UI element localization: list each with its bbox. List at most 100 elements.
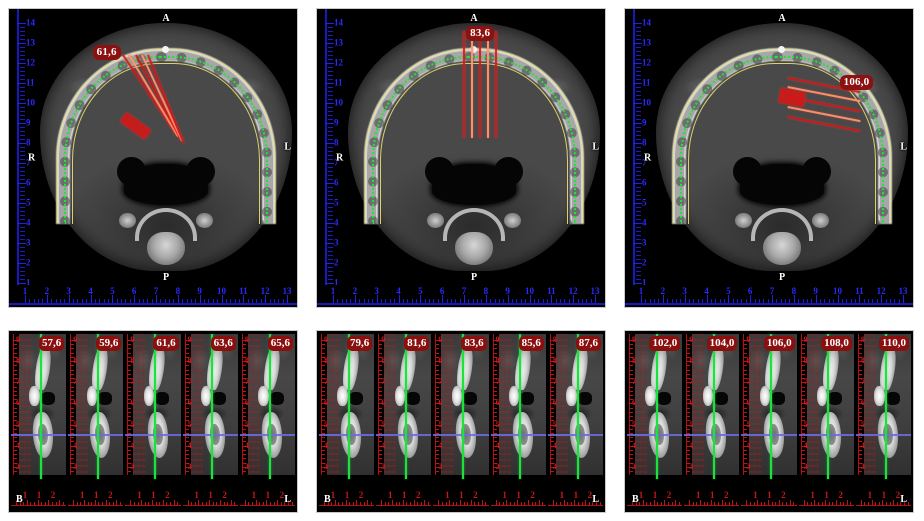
arch-reference-line-vertical[interactable] [827,334,830,479]
cross-section-slice-tag[interactable]: 108,0 [821,336,852,351]
reference-line-horizontal[interactable] [182,433,238,436]
arch-reference-line-vertical[interactable] [655,334,658,479]
cross-section-slice-tag[interactable]: 81,6 [404,336,430,351]
cross-section-slice-tag[interactable]: 61,6 [153,336,179,351]
reference-line-horizontal[interactable] [547,433,604,436]
cross-section-slice[interactable]: 9 8 7 6 5 4 3 2112 63,6 [182,334,238,509]
cross-section-slice-tag[interactable]: 83,6 [461,336,487,351]
reference-line-horizontal[interactable] [239,433,296,436]
cross-section-slice[interactable]: 9 8 7 6 5 4 3 2112 61,6 [125,334,181,509]
slice-position-tag-3[interactable]: 106,0 [839,75,874,91]
ruler-tick-minor [402,500,404,505]
reference-line-horizontal[interactable] [433,433,489,436]
reference-line-horizontal[interactable] [627,433,683,436]
ruler-label: 5 [16,419,20,429]
arch-reference-line-vertical[interactable] [404,334,407,479]
cross-section-slice-tag[interactable]: 110,0 [878,336,910,351]
cross-section-slice[interactable]: 9 8 7 6 5 4 3 2112 87,6 L [547,334,604,509]
cross-section-slice-tag[interactable]: 104,0 [706,336,738,351]
reference-line-horizontal[interactable] [319,433,375,436]
cross-section-slice[interactable]: 9 8 7 6 5 4 3 2112 81,6 [376,334,432,509]
arch-reference-line-vertical[interactable] [96,334,99,479]
cross-strip-2[interactable]: 9876543211279,6B9876543211281,6987654321… [308,322,616,521]
arch-reference-line-vertical[interactable] [884,334,887,479]
ruler-tick-minor [630,394,633,396]
reference-line-horizontal[interactable] [68,433,124,436]
cross-section-slice[interactable]: 9 8 7 6 5 4 3 2112 83,6 [433,334,489,509]
ruler-tick-minor [636,55,641,56]
orientation-marker-buccal: B [632,494,639,505]
cross-strip-1[interactable]: 9876543211257,6B9876543211259,6987654321… [0,322,308,521]
arch-reference-line-vertical[interactable] [712,334,715,479]
arch-reference-line-vertical[interactable] [347,334,350,479]
ruler-tick-major [242,424,249,426]
reference-line-horizontal[interactable] [125,433,181,436]
ruler-tick-minor [322,458,325,460]
cross-section-slice-tag[interactable]: 79,6 [346,336,373,351]
reference-line-horizontal[interactable] [490,433,546,436]
ruler-tick-minor [776,299,778,303]
cross-strip-frame-3[interactable]: 98765432112102,0B98765432112104,09876543… [624,330,914,513]
arch-reference-line-vertical[interactable] [770,334,773,479]
ruler-tick-minor [446,299,448,303]
cross-section-slice-tag[interactable]: 87,6 [575,336,602,351]
reference-line-horizontal[interactable] [855,433,912,436]
ruler-tick-minor [680,299,682,303]
cross-section-slice[interactable]: 9 8 7 6 5 4 3 2112 108,0 [798,334,854,509]
cross-section-slice[interactable]: 9 8 7 6 5 4 3 2112 85,6 [490,334,546,509]
arch-reference-line-vertical[interactable] [576,334,579,479]
cross-section-slice[interactable]: 9 8 7 6 5 4 3 2112 110,0 L [855,334,912,509]
ruler-tick-minor [71,352,75,354]
ruler-tick-minor [328,127,333,128]
arch-reference-line-vertical[interactable] [268,334,271,479]
cross-section-slice-tag[interactable]: 102,0 [649,336,681,351]
arch-reference-line-vertical[interactable] [211,334,214,479]
cross-section-slice-tag[interactable]: 59,6 [96,336,122,351]
arch-reference-line-vertical[interactable] [154,334,157,479]
cross-section-slice[interactable]: 9 8 7 6 5 4 3 2112 57,6 B [11,334,67,509]
ruler-tick-minor [328,91,333,92]
cross-section-slice[interactable]: 9 8 7 6 5 4 3 2112 104,0 [684,334,740,509]
cross-section-slice[interactable]: 9 8 7 6 5 4 3 2112 59,6 [68,334,124,509]
ruler-tick-minor [120,502,121,505]
reference-line-horizontal[interactable] [684,433,740,436]
ruler-tick-minor [128,411,132,413]
cross-strip-frame-1[interactable]: 9876543211257,6B9876543211259,6987654321… [8,330,298,513]
slice-position-tag-1[interactable]: 61,6 [92,44,121,60]
ruler-tick-minor [20,95,25,96]
arch-reference-line-vertical[interactable] [39,334,42,479]
arch-reference-line-vertical[interactable] [462,334,465,479]
ruler-label: 8 [438,356,443,366]
cross-section-slice-tag[interactable]: 65,6 [267,336,294,351]
cross-section-slice-tag[interactable]: 63,6 [210,336,236,351]
slice-position-tag-2[interactable]: 83,6 [466,25,495,41]
cross-section-slice[interactable]: 9 8 7 6 5 4 3 2112 79,6 B [319,334,375,509]
cross-section-slice-tag[interactable]: 106,0 [763,336,795,351]
cross-section-slice-tag[interactable]: 85,6 [518,336,544,351]
ruler-tick-minor [14,373,17,375]
ruler-label: 1 [767,490,772,500]
cross-section-slice[interactable]: 9 8 7 6 5 4 3 2112 102,0 B [627,334,683,509]
reference-line-horizontal[interactable] [798,433,854,436]
cross-section-slice-tag[interactable]: 57,6 [38,336,65,351]
ruler-tick-minor [128,433,132,435]
cross-section-slice[interactable]: 9 8 7 6 5 4 3 2112 65,6 L [239,334,296,509]
arch-reference-line-vertical[interactable] [519,334,522,479]
ruler-label: 7 [324,377,328,387]
red-grain-overlay [384,334,397,479]
reference-line-horizontal[interactable] [741,433,797,436]
reference-line-horizontal[interactable] [376,433,432,436]
cross-strip-frame-2[interactable]: 9876543211279,6B9876543211281,6987654321… [316,330,606,513]
ruler-label: 8 [483,286,489,296]
ruler-tick-minor [76,502,78,505]
reference-line-horizontal[interactable] [11,433,67,436]
ruler-tick-major [17,163,26,164]
cross-section-slice[interactable]: 9 8 7 6 5 4 3 2112 106,0 [741,334,797,509]
cross-strip-3[interactable]: 98765432112102,0B98765432112104,09876543… [616,322,924,521]
